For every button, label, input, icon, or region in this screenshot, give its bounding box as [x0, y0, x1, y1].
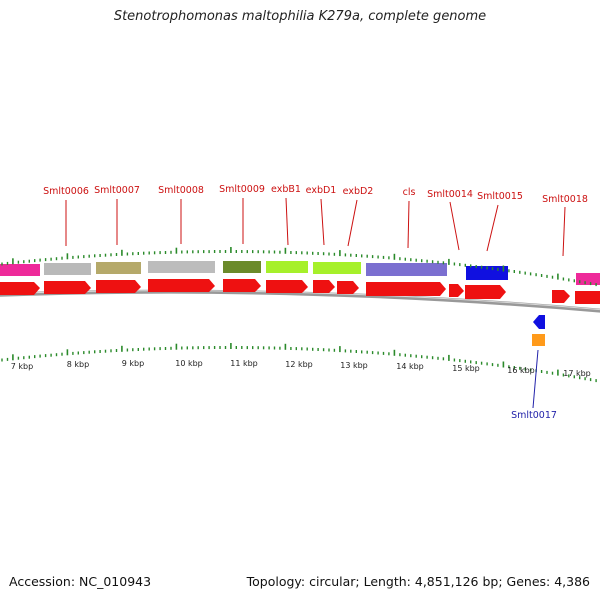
kbp-label: 9 kbp	[122, 359, 144, 368]
feature-block[interactable]	[0, 264, 40, 276]
cds-arrow[interactable]	[366, 282, 446, 296]
feature-block[interactable]	[313, 262, 361, 274]
kbp-label: 8 kbp	[67, 360, 89, 369]
genome-summary-text: Topology: circular; Length: 4,851,126 bp…	[246, 574, 590, 589]
feature-block[interactable]	[366, 263, 447, 276]
gene-label-exbd1[interactable]: exbD1	[306, 185, 337, 196]
cds-arrow[interactable]	[575, 291, 600, 304]
gene-label-exbb1[interactable]: exbB1	[271, 184, 301, 195]
gene-label-smlt0006[interactable]: Smlt0006	[43, 186, 89, 197]
feature-block[interactable]	[96, 262, 141, 274]
kbp-label: 14 kbp	[396, 362, 424, 371]
gene-leader-line-bottom	[532, 349, 539, 409]
kbp-label: 17 kbp	[563, 369, 591, 378]
gene-label-smlt0007[interactable]: Smlt0007	[94, 185, 140, 196]
accession-text: Accession: NC_010943	[9, 574, 152, 589]
gene-label-smlt0017[interactable]: Smlt0017	[511, 410, 557, 421]
kbp-axis-labels: 7 kbp 8 kbp 9 kbp 10 kbp 11 kbp 12 kbp 1…	[11, 359, 591, 378]
kbp-label: 13 kbp	[340, 361, 368, 370]
gene-label-smlt0015[interactable]: Smlt0015	[477, 191, 523, 202]
kbp-label: 11 kbp	[230, 359, 258, 368]
cds-track	[0, 279, 600, 304]
gene-labels-top: Smlt0006 Smlt0007 Smlt0008 Smlt0009 exbB…	[43, 184, 588, 205]
cds-arrow[interactable]	[223, 279, 261, 292]
gene-leader-lines	[65, 197, 566, 257]
kbp-label: 10 kbp	[175, 359, 203, 368]
feature-block[interactable]	[44, 263, 91, 275]
gene-label-exbd2[interactable]: exbD2	[343, 186, 374, 197]
cds-arrow[interactable]	[313, 280, 335, 293]
cds-arrow[interactable]	[0, 282, 40, 295]
cds-arrow[interactable]	[148, 279, 215, 292]
kbp-label: 16 kbp	[507, 366, 535, 375]
gene-label-cls[interactable]: cls	[403, 187, 416, 198]
tick-marks-outer	[1, 247, 597, 287]
gene-label-smlt0008[interactable]: Smlt0008	[158, 185, 204, 196]
kbp-label: 12 kbp	[285, 360, 313, 369]
feature-block[interactable]	[532, 334, 545, 346]
cds-arrow[interactable]	[449, 284, 464, 297]
tick-marks-inner	[1, 343, 597, 383]
feature-track	[0, 261, 600, 285]
cds-arrow-reverse[interactable]	[533, 315, 545, 329]
kbp-label: 7 kbp	[11, 362, 33, 371]
cds-arrow[interactable]	[337, 281, 359, 294]
cds-arrow[interactable]	[266, 280, 308, 293]
gene-label-smlt0014[interactable]: Smlt0014	[427, 189, 473, 200]
kbp-label: 15 kbp	[452, 364, 480, 373]
cds-arrow[interactable]	[552, 290, 570, 303]
cds-arrow[interactable]	[465, 285, 506, 299]
gene-label-smlt0018[interactable]: Smlt0018	[542, 194, 588, 205]
map-title: Stenotrophomonas maltophilia K279a, comp…	[113, 9, 487, 24]
genome-backbone	[0, 289, 600, 313]
feature-block[interactable]	[148, 261, 215, 273]
feature-block[interactable]	[576, 273, 600, 285]
feature-block[interactable]	[223, 261, 261, 273]
cds-arrow[interactable]	[96, 280, 141, 293]
gene-label-smlt0009[interactable]: Smlt0009	[219, 184, 265, 195]
feature-block[interactable]	[266, 261, 308, 273]
cds-arrow[interactable]	[44, 281, 91, 294]
